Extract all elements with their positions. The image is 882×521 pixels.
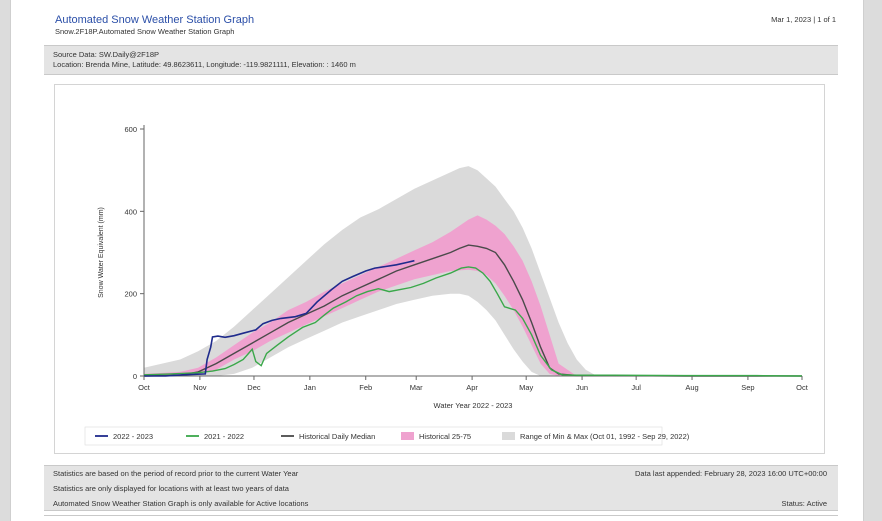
report-subtitle: Snow.2F18P.Automated Snow Weather Statio…: [55, 27, 235, 36]
footer-note-years: Statistics are only displayed for locati…: [53, 484, 289, 493]
y-tick-label: 600: [124, 125, 137, 134]
y-tick-label: 0: [133, 372, 137, 381]
legend-2021-2022-label: 2021 - 2022: [204, 432, 244, 441]
x-tick-label: Dec: [247, 383, 261, 392]
footer-note-active: Automated Snow Weather Station Graph is …: [53, 499, 309, 508]
x-axis-label: Water Year 2022 - 2023: [434, 401, 513, 410]
source-data-text: Source Data: SW.Daily@2F18P: [53, 50, 159, 59]
x-tick-label: Oct: [138, 383, 151, 392]
x-tick-label: Nov: [193, 383, 207, 392]
minmax-band: [144, 166, 802, 376]
chart-container: 0 200 400 600 Oct Nov Dec Jan Feb Mar Apr May Jun Jul…: [54, 84, 825, 454]
x-tick-label: Mar: [410, 383, 423, 392]
location-text: Location: Brenda Mine, Latitude: 49.8623…: [53, 60, 356, 69]
y-tick-label: 400: [124, 207, 137, 216]
bottom-divider: [44, 515, 838, 516]
legend-median-label: Historical Daily Median: [299, 432, 375, 441]
x-tick-label: Aug: [685, 383, 698, 392]
legend-box: [84, 426, 663, 446]
series-2022-2023-line: [144, 259, 415, 377]
legend-2022-2023-label: 2022 - 2023: [113, 432, 153, 441]
data-appended-text: Data last appended: February 28, 2023 16…: [634, 469, 827, 478]
x-tick-label: Sep: [741, 383, 754, 392]
y-axis-label: Snow Water Equivalent (mm): [98, 207, 105, 298]
y-tick-label: 200: [124, 290, 137, 299]
station-info-bar: Source Data: SW.Daily@2F18P Location: Br…: [44, 45, 838, 75]
report-title: Automated Snow Weather Station Graph: [55, 14, 255, 26]
legend-minmax-swatch: [502, 432, 515, 440]
snow-chart: 0 200 400 600 Oct Nov Dec Jan Feb Mar Apr May Jun Jul…: [84, 125, 809, 446]
legend-p25-75-label: Historical 25-75: [419, 432, 471, 441]
x-tick-label: Jul: [631, 383, 641, 392]
footer-note-record: Statistics are based on the period of re…: [53, 469, 299, 478]
status-text: Status: Active: [781, 499, 827, 508]
median-line: [143, 244, 802, 377]
x-tick-label: Jun: [576, 383, 588, 392]
series-2021-2022-line: [143, 266, 803, 377]
legend-minmax-label: Range of Min & Max (Oct 01, 1992 - Sep 2…: [520, 432, 690, 441]
p25-75-band: [144, 215, 577, 376]
report-page: Automated Snow Weather Station Graph Sno…: [10, 0, 864, 521]
x-tick-label: May: [519, 383, 533, 392]
x-tick-label: Oct: [796, 383, 809, 392]
page-info: Mar 1, 2023 | 1 of 1: [771, 15, 836, 24]
footer-bar: Statistics are based on the period of re…: [44, 465, 838, 511]
legend-p25-75-swatch: [401, 432, 414, 440]
x-tick-label: Feb: [359, 383, 372, 392]
x-tick-label: Apr: [466, 383, 478, 392]
x-tick-label: Jan: [304, 383, 316, 392]
